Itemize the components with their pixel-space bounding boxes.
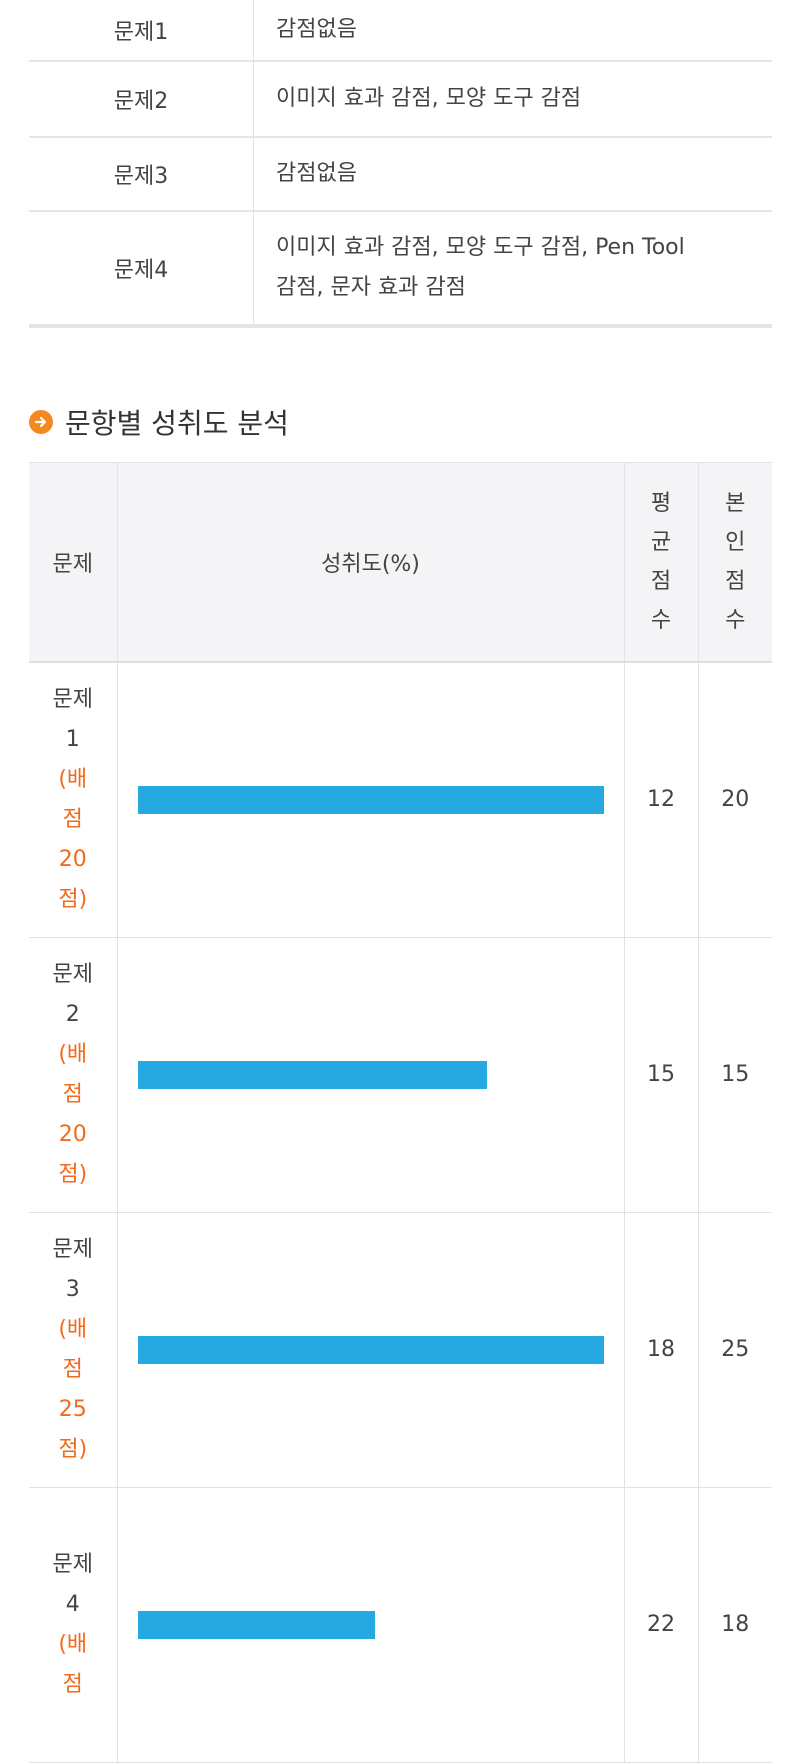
question-number: 4 (65, 1591, 80, 1617)
achievement-cell (116, 1486, 625, 1763)
points-text: 점) (58, 886, 88, 912)
points-text: 20 (58, 1121, 87, 1147)
deduction-table: 문제1 감점없음 문제2 이미지 효과 감점, 모양 도구 감점 문제3 감점없… (29, 0, 772, 328)
deduction-detail: 이미지 효과 감점, 모양 도구 감점 (253, 61, 772, 138)
question-cell: 문제 1 (배 점 20 점) (29, 661, 118, 938)
question-label: 문제 (52, 686, 93, 712)
table-row: 문제2 이미지 효과 감점, 모양 도구 감점 (29, 61, 772, 138)
deduction-detail-line: 이미지 효과 감점, 모양 도구 감점, Pen Tool (276, 235, 685, 260)
question-label: 문제 (52, 961, 93, 987)
question-label: 문제 (52, 1551, 93, 1577)
achievement-bar (137, 1610, 376, 1639)
header-char: 점 (725, 569, 746, 594)
question-label: 문제 (52, 1236, 93, 1262)
deduction-detail: 감점없음 (253, 0, 772, 62)
deduction-question: 문제3 (29, 137, 254, 212)
achievement-cell (116, 1211, 625, 1488)
achievement-cell (116, 936, 625, 1213)
page: 문제1 감점없음 문제2 이미지 효과 감점, 모양 도구 감점 문제3 감점없… (29, 0, 772, 1763)
question-cell: 문제 4 (배 점 (29, 1486, 118, 1763)
header-achievement: 성취도(%) (116, 462, 625, 663)
arrow-right-circle-icon (29, 410, 53, 434)
header-average: 평 균 점 수 (623, 462, 699, 663)
points-text: 점) (58, 1161, 88, 1187)
section-title: 문항별 성취도 분석 (65, 407, 289, 440)
table-row: 문제 1 (배 점 20 점) 12 20 (29, 661, 772, 938)
points-text: 25 (58, 1396, 87, 1422)
average-score: 15 (623, 936, 699, 1213)
deduction-detail-line: 감점, 문자 효과 감점 (276, 275, 466, 300)
section-heading: 문항별 성취도 분석 (29, 400, 289, 444)
points-text: (배 (58, 1041, 88, 1067)
my-score: 15 (697, 936, 772, 1213)
header-char: 평 (650, 491, 672, 516)
points-text: 점 (62, 1081, 83, 1107)
deduction-question: 문제1 (29, 0, 254, 62)
average-score: 18 (623, 1211, 699, 1488)
my-score: 25 (697, 1211, 772, 1488)
points-text: (배 (58, 1631, 88, 1657)
table-row: 문제1 감점없음 (29, 0, 772, 62)
table-row: 문제 4 (배 점 22 18 (29, 1486, 772, 1763)
header-question: 문제 (29, 462, 118, 663)
table-row: 문제 2 (배 점 20 점) 15 15 (29, 936, 772, 1213)
points-text: 점 (62, 806, 83, 832)
analysis-table: 문제 성취도(%) 평 균 점 수 본 인 점 수 (29, 462, 772, 1763)
points-text: (배 (58, 1316, 88, 1342)
question-cell: 문제 3 (배 점 25 점) (29, 1211, 118, 1488)
average-score: 22 (623, 1486, 699, 1763)
table-row: 문제4 이미지 효과 감점, 모양 도구 감점, Pen Tool 감점, 문자… (29, 211, 772, 328)
header-char: 본 (725, 491, 746, 516)
achievement-cell (116, 661, 625, 938)
points-text: (배 (58, 766, 88, 792)
points-text: 점) (58, 1436, 88, 1462)
deduction-detail: 이미지 효과 감점, 모양 도구 감점, Pen Tool 감점, 문자 효과 … (253, 211, 772, 328)
my-score: 18 (697, 1486, 772, 1763)
question-number: 2 (65, 1001, 80, 1027)
achievement-bar (137, 785, 604, 814)
achievement-bar (137, 1335, 604, 1364)
points-text: 점 (62, 1671, 83, 1697)
header-char: 점 (650, 569, 672, 594)
table-row: 문제 3 (배 점 25 점) 18 25 (29, 1211, 772, 1488)
question-number: 3 (65, 1276, 80, 1302)
average-score: 12 (623, 661, 699, 938)
question-cell: 문제 2 (배 점 20 점) (29, 936, 118, 1213)
header-char: 수 (650, 608, 672, 633)
points-text: 점 (62, 1356, 83, 1382)
table-header-row: 문제 성취도(%) 평 균 점 수 본 인 점 수 (29, 462, 772, 663)
deduction-detail: 감점없음 (253, 137, 772, 212)
deduction-question: 문제2 (29, 61, 254, 138)
question-number: 1 (65, 726, 80, 752)
header-my-score: 본 인 점 수 (697, 462, 772, 663)
points-text: 20 (58, 846, 87, 872)
header-char: 수 (725, 608, 746, 633)
header-char: 인 (725, 530, 746, 555)
header-char: 균 (650, 530, 672, 555)
table-row: 문제3 감점없음 (29, 137, 772, 212)
deduction-question: 문제4 (29, 211, 254, 328)
achievement-bar (137, 1060, 487, 1089)
my-score: 20 (697, 661, 772, 938)
